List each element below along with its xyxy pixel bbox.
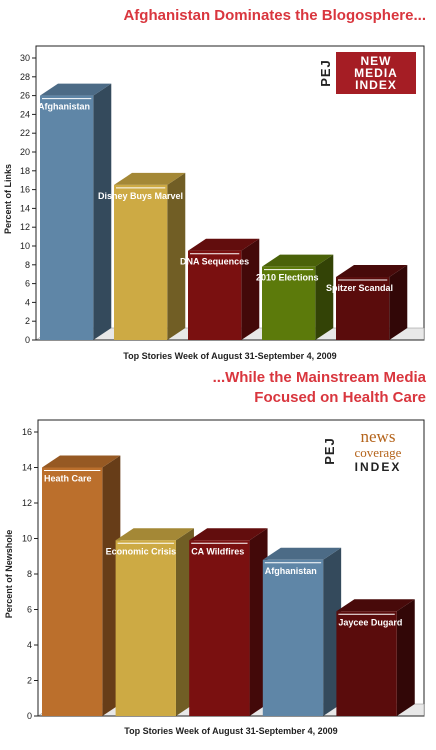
logo-word-index: INDEX bbox=[355, 460, 402, 474]
x-axis-label: Top Stories Week of August 31-September … bbox=[123, 351, 336, 361]
bar-side bbox=[249, 528, 268, 716]
y-tick-label: 14 bbox=[20, 203, 30, 213]
bar-side bbox=[93, 83, 112, 340]
logo-line: NEW bbox=[361, 54, 392, 68]
y-tick-label: 16 bbox=[22, 427, 32, 437]
headline-top: Afghanistan Dominates the Blogosphere... bbox=[123, 7, 426, 24]
bar-2010-elections: 2010 Elections bbox=[256, 254, 334, 340]
bar-economic-crisis: Economic Crisis bbox=[106, 528, 194, 716]
bar-ca-wildfires: CA Wildfires bbox=[189, 528, 268, 716]
bar-side bbox=[389, 265, 408, 340]
bar-side bbox=[315, 254, 334, 340]
bar-top bbox=[189, 528, 268, 541]
y-tick-label: 26 bbox=[20, 91, 30, 101]
logo-background bbox=[322, 424, 416, 474]
y-tick-label: 4 bbox=[27, 640, 32, 650]
y-tick-label: 10 bbox=[20, 241, 30, 251]
y-tick-label: 2 bbox=[25, 316, 30, 326]
bar-top bbox=[40, 83, 112, 96]
bar-front bbox=[40, 95, 94, 340]
y-tick-label: 4 bbox=[25, 297, 30, 307]
y-tick-label: 0 bbox=[27, 711, 32, 721]
y-tick-label: 10 bbox=[22, 534, 32, 544]
bar-top bbox=[262, 547, 342, 560]
bar-label: Afghanistan bbox=[38, 102, 90, 112]
y-tick-label: 6 bbox=[27, 605, 32, 615]
bar-side bbox=[102, 455, 121, 716]
bar-top bbox=[188, 238, 260, 251]
headline-bottom-line1: ...While the Mainstream Media bbox=[212, 369, 426, 386]
bar-jaycee-dugard: Jaycee Dugard bbox=[336, 599, 415, 716]
bar-side bbox=[175, 528, 194, 716]
x-axis-label: Top Stories Week of August 31-September … bbox=[124, 726, 337, 736]
y-tick-label: 2 bbox=[27, 676, 32, 686]
bar-disney-buys-marvel: Disney Buys Marvel bbox=[98, 172, 186, 340]
logo-line: MEDIA bbox=[354, 66, 398, 80]
bar-top bbox=[262, 254, 334, 267]
bar-label: CA Wildfires bbox=[191, 546, 244, 556]
bar-label: Jaycee Dugard bbox=[338, 617, 402, 627]
y-tick-label: 12 bbox=[22, 498, 32, 508]
y-tick-label: 0 bbox=[25, 335, 30, 345]
y-tick-label: 8 bbox=[27, 569, 32, 579]
y-tick-label: 12 bbox=[20, 222, 30, 232]
bar-front bbox=[262, 559, 324, 716]
bar-front bbox=[189, 540, 250, 716]
bar-side bbox=[323, 547, 342, 716]
bar-label: Spitzer Scandal bbox=[326, 283, 393, 293]
bar-front bbox=[114, 184, 168, 340]
logo-red-panel bbox=[336, 52, 416, 94]
bar-label: Heath Care bbox=[44, 474, 92, 484]
logo-pej: PEJ bbox=[322, 437, 337, 465]
headline-bottom-line2: Focused on Health Care bbox=[254, 389, 426, 406]
bar-dna-sequences: DNA Sequences bbox=[180, 238, 260, 340]
bar-front bbox=[42, 467, 103, 716]
bar-front bbox=[115, 540, 176, 716]
y-tick-label: 14 bbox=[22, 463, 32, 473]
y-tick-label: 6 bbox=[25, 279, 30, 289]
bar-top bbox=[336, 599, 415, 612]
y-tick-label: 18 bbox=[20, 166, 30, 176]
bar-top bbox=[42, 455, 121, 468]
bar-afghanistan: Afghanistan bbox=[262, 547, 342, 716]
y-tick-label: 8 bbox=[25, 260, 30, 270]
bar-side bbox=[241, 238, 260, 340]
bar-side bbox=[167, 172, 186, 340]
bar-label: Disney Buys Marvel bbox=[98, 191, 183, 201]
bar-label: Economic Crisis bbox=[106, 546, 177, 556]
plot-frame bbox=[37, 419, 425, 717]
y-tick-label: 20 bbox=[20, 147, 30, 157]
bar-heath-care: Heath Care bbox=[42, 455, 121, 716]
bar-side bbox=[396, 599, 415, 716]
bar-front bbox=[336, 277, 390, 340]
bar-afghanistan: Afghanistan bbox=[38, 83, 112, 340]
y-tick-label: 22 bbox=[20, 128, 30, 138]
bar-front bbox=[262, 266, 316, 340]
logo-pej: PEJ bbox=[318, 59, 333, 87]
bar-label: Afghanistan bbox=[265, 566, 317, 576]
headline-bottom: ...While the Mainstream Media Focused on… bbox=[213, 368, 426, 408]
y-axis-label: Percent of Newshole bbox=[4, 530, 14, 619]
y-axis-label: Percent of Links bbox=[3, 164, 13, 234]
y-tick-label: 24 bbox=[20, 109, 30, 119]
bar-top bbox=[115, 528, 194, 541]
bar-front bbox=[336, 611, 397, 716]
y-tick-label: 30 bbox=[20, 53, 30, 63]
bar-label: 2010 Elections bbox=[256, 273, 319, 283]
bar-top bbox=[336, 265, 408, 278]
bar-front bbox=[188, 250, 242, 340]
logo-line: INDEX bbox=[355, 78, 397, 92]
logo-word-coverage: coverage bbox=[355, 445, 402, 460]
plot-floor bbox=[37, 703, 425, 717]
bar-label: DNA Sequences bbox=[180, 257, 249, 267]
bar-top bbox=[114, 172, 186, 185]
y-tick-label: 28 bbox=[20, 72, 30, 82]
logo-word-news: news bbox=[361, 427, 396, 446]
y-tick-label: 16 bbox=[20, 185, 30, 195]
bar-spitzer-scandal: Spitzer Scandal bbox=[326, 265, 408, 340]
